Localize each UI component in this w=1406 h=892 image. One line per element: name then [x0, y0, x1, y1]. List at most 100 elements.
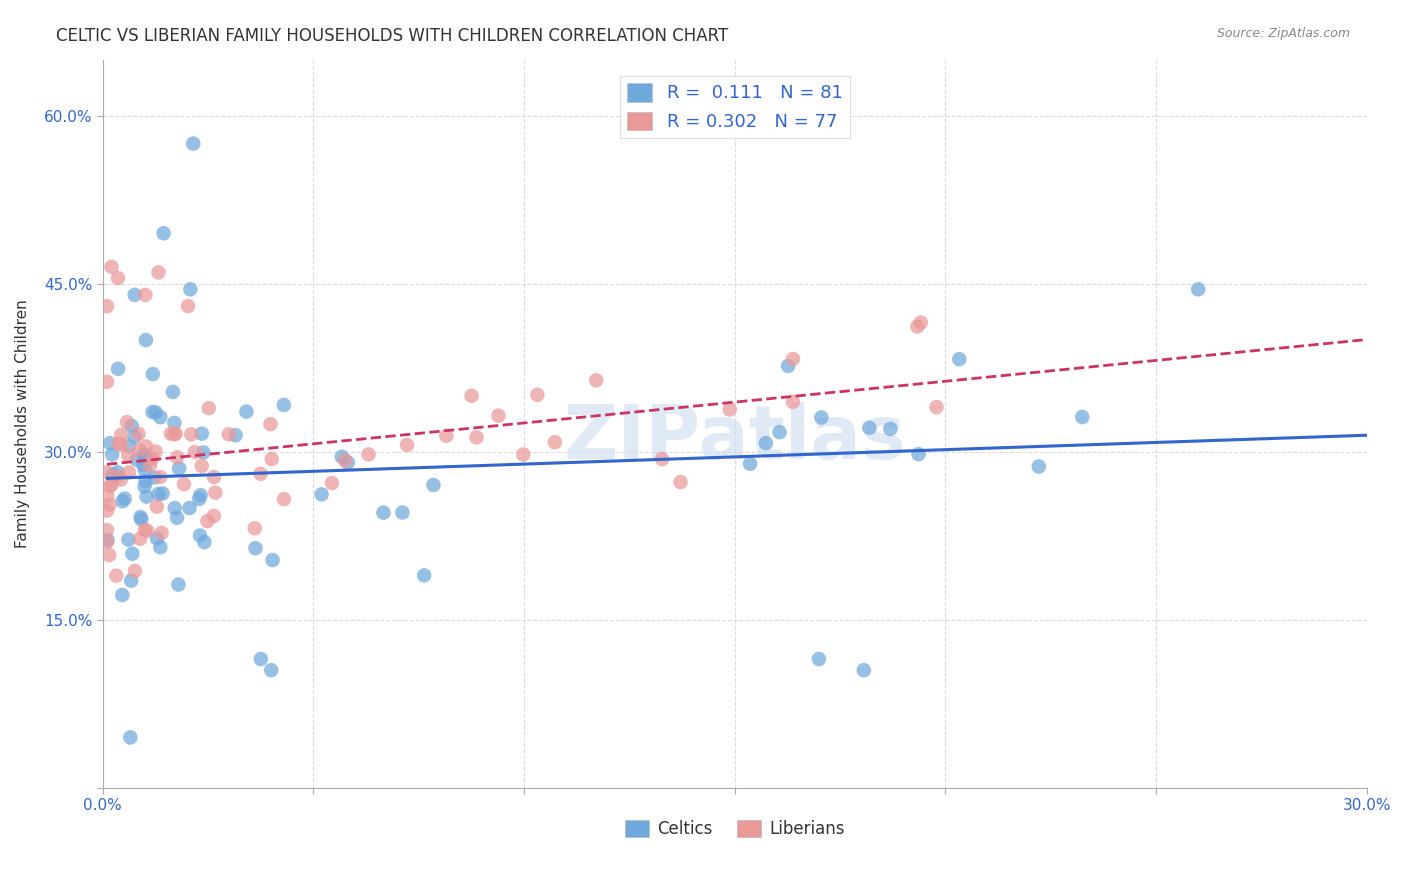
Point — [134, 288, 156, 302]
Point — [925, 400, 948, 414]
Point — [139, 458, 162, 473]
Point — [96, 533, 118, 547]
Point — [143, 470, 166, 484]
Point — [460, 389, 482, 403]
Point — [1187, 282, 1209, 296]
Text: ZIPatlas: ZIPatlas — [564, 401, 905, 475]
Point — [321, 476, 343, 491]
Point — [188, 528, 211, 542]
Point — [173, 477, 195, 491]
Point — [135, 490, 157, 504]
Point — [145, 444, 167, 458]
Point — [262, 553, 284, 567]
Point — [111, 588, 134, 602]
Point — [96, 503, 118, 517]
Point — [163, 501, 186, 516]
Point — [807, 652, 830, 666]
Point — [124, 429, 146, 443]
Point — [512, 448, 534, 462]
Point — [129, 532, 152, 546]
Point — [96, 299, 118, 313]
Point — [117, 448, 139, 462]
Point — [149, 470, 172, 484]
Point — [858, 421, 880, 435]
Point — [98, 498, 121, 512]
Point — [768, 425, 790, 439]
Point — [125, 452, 148, 467]
Point — [184, 445, 207, 459]
Point — [273, 398, 295, 412]
Point — [879, 422, 901, 436]
Text: Source: ZipAtlas.com: Source: ZipAtlas.com — [1216, 27, 1350, 40]
Point — [422, 478, 444, 492]
Point — [260, 452, 283, 467]
Point — [260, 663, 283, 677]
Point — [225, 428, 247, 442]
Point — [110, 428, 132, 442]
Point — [755, 436, 778, 450]
Point — [218, 427, 240, 442]
Point — [259, 417, 281, 431]
Point — [167, 461, 190, 475]
Point — [177, 299, 200, 313]
Point — [100, 260, 122, 274]
Point — [193, 535, 215, 549]
Point — [118, 466, 141, 480]
Point — [148, 265, 170, 279]
Point — [907, 447, 929, 461]
Point — [135, 440, 157, 454]
Point — [132, 458, 155, 472]
Point — [180, 427, 202, 442]
Point — [166, 450, 188, 465]
Point — [188, 491, 211, 506]
Point — [96, 523, 118, 537]
Point — [167, 577, 190, 591]
Point — [905, 319, 928, 334]
Point — [118, 439, 141, 453]
Point — [101, 447, 124, 461]
Point — [910, 316, 932, 330]
Point — [948, 352, 970, 367]
Point — [852, 663, 875, 677]
Point — [107, 436, 129, 450]
Point — [98, 479, 121, 493]
Point — [193, 445, 215, 459]
Point — [166, 510, 188, 524]
Point — [141, 451, 163, 466]
Point — [101, 467, 124, 482]
Point — [107, 362, 129, 376]
Point — [145, 405, 167, 419]
Point — [110, 438, 132, 452]
Point — [333, 453, 356, 467]
Point — [197, 514, 219, 528]
Point — [163, 427, 186, 442]
Point — [782, 394, 804, 409]
Point — [181, 136, 204, 151]
Point — [135, 333, 157, 347]
Point — [245, 541, 267, 556]
Point — [128, 426, 150, 441]
Point — [107, 465, 129, 479]
Point — [395, 438, 418, 452]
Point — [129, 510, 152, 524]
Point — [100, 477, 122, 491]
Point — [162, 384, 184, 399]
Point — [391, 506, 413, 520]
Point — [651, 452, 673, 467]
Point — [134, 480, 156, 494]
Point — [585, 373, 607, 387]
Point — [114, 491, 136, 506]
Point — [96, 375, 118, 389]
Point — [111, 494, 134, 508]
Point — [718, 402, 741, 417]
Point — [98, 548, 121, 562]
Point — [105, 470, 128, 484]
Point — [110, 473, 132, 487]
Point — [121, 547, 143, 561]
Point — [165, 426, 187, 441]
Point — [121, 419, 143, 434]
Legend: Celtics, Liberians: Celtics, Liberians — [619, 814, 851, 845]
Point — [146, 500, 169, 514]
Point — [105, 568, 128, 582]
Point — [124, 564, 146, 578]
